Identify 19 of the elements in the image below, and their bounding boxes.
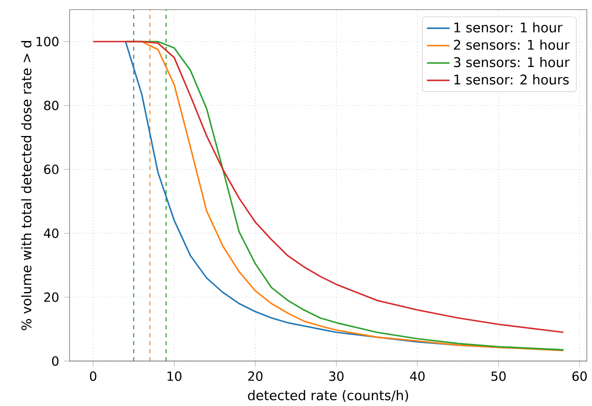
legend-label: 3 sensors: 1 hour <box>454 56 570 68</box>
y-tick-label: 0 <box>52 356 58 366</box>
x-tick-label: 50 <box>491 371 506 381</box>
y-axis-title: % volume with total detected dose rate > d <box>21 40 32 330</box>
x-tick-label: 60 <box>572 371 587 381</box>
y-tick-label: 100 <box>36 36 58 46</box>
x-tick-label: 0 <box>90 371 96 381</box>
legend-label: 1 sensor: 1 hour <box>454 22 562 32</box>
y-tick-label: 60 <box>44 164 58 174</box>
x-tick-label: 10 <box>168 371 182 381</box>
x-tick-label: 20 <box>248 371 262 381</box>
y-tick-label: 40 <box>44 228 58 238</box>
x-tick-label: 40 <box>410 371 425 381</box>
y-tick-label: 20 <box>44 292 58 302</box>
x-axis-title: detected rate (counts/h) <box>248 390 408 402</box>
x-tick-label: 30 <box>329 371 344 381</box>
y-tick-label: 80 <box>44 100 58 110</box>
legend-label: 1 sensor: 2 hours <box>454 74 569 84</box>
legend-label: 2 sensors: 1 hour <box>454 39 570 50</box>
